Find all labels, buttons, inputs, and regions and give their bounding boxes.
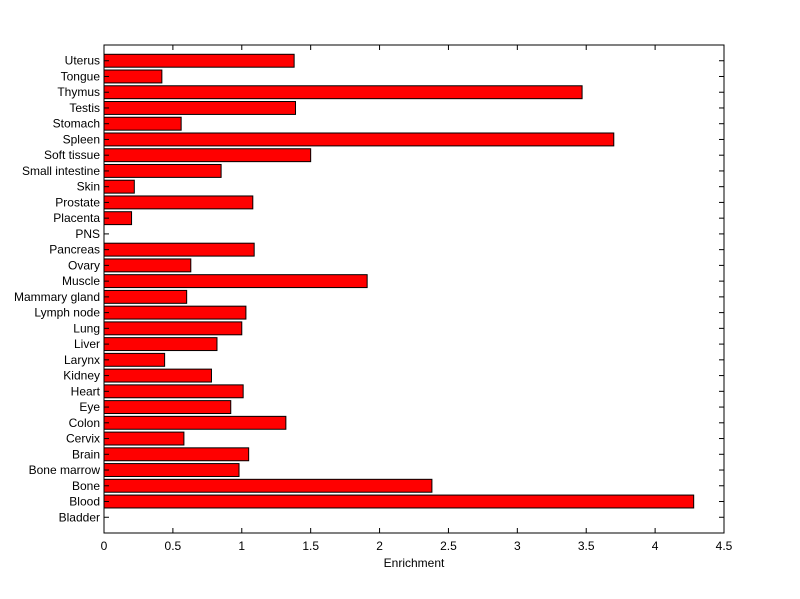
y-tick-label-eye: Eye [79, 400, 100, 414]
bar-mammary-gland [103, 289, 188, 304]
x-tick-label: 4.5 [716, 539, 733, 553]
y-tick-label-spleen: Spleen [63, 132, 100, 146]
y-tick-label-muscle: Muscle [62, 274, 100, 288]
y-tick-label-pancreas: Pancreas [49, 243, 100, 257]
x-tick-label: 0.5 [165, 539, 182, 553]
bar-muscle [103, 274, 368, 289]
bar-thymus [103, 85, 583, 100]
y-tick-label-mammary-gland: Mammary gland [14, 290, 100, 304]
x-tick-label: 1 [238, 539, 245, 553]
bar-testis [103, 101, 297, 115]
y-tick-label-cervix: Cervix [66, 432, 100, 446]
bar-small-intestine [103, 163, 222, 178]
bar-eye [103, 400, 232, 415]
y-tick-label-tongue: Tongue [61, 69, 101, 83]
y-tick-label-ovary: Ovary [68, 258, 100, 272]
y-tick-label-soft-tissue: Soft tissue [44, 148, 100, 162]
bar-larynx [103, 352, 166, 367]
bar-cervix [103, 431, 185, 446]
y-tick-label-skin: Skin [77, 180, 100, 194]
plot-frame [103, 44, 725, 534]
x-tick-label: 2 [376, 539, 383, 553]
y-tick-label-larynx: Larynx [64, 353, 100, 367]
x-tick-label: 0 [101, 539, 108, 553]
bar-prostate [103, 195, 254, 210]
bar-heart [103, 384, 244, 399]
x-tick-label: 3 [514, 539, 521, 553]
y-tick-label-kidney: Kidney [63, 369, 100, 383]
bar-tongue [103, 69, 163, 84]
bar-spleen [103, 132, 615, 147]
bar-bone [103, 478, 433, 493]
x-tick-label: 2.5 [440, 539, 457, 553]
y-tick-label-small-intestine: Small intestine [22, 164, 100, 178]
y-tick-label-bladder: Bladder [59, 510, 100, 524]
y-tick-label-lung: Lung [73, 321, 100, 335]
x-tick-label: 3.5 [578, 539, 595, 553]
y-tick-label-colon: Colon [69, 416, 100, 430]
y-tick-label-stomach: Stomach [53, 117, 100, 131]
bar-brain [103, 447, 250, 462]
bar-kidney [103, 368, 212, 383]
y-tick-label-heart: Heart [71, 384, 101, 398]
y-tick-label-prostate: Prostate [55, 195, 100, 209]
bar-pancreas [103, 242, 255, 257]
y-tick-label-bone: Bone [72, 479, 100, 493]
y-tick-label-liver: Liver [74, 337, 100, 351]
bar-liver [103, 337, 218, 352]
y-tick-label-placenta: Placenta [53, 211, 100, 225]
y-tick-label-testis: Testis [69, 101, 100, 115]
bar-uterus [103, 53, 295, 68]
y-tick-label-uterus: Uterus [65, 54, 100, 68]
bar-ovary [103, 258, 192, 273]
y-tick-label-lymph-node: Lymph node [34, 306, 100, 320]
bar-soft-tissue [103, 148, 312, 163]
bar-lung [103, 321, 243, 336]
x-tick-label: 1.5 [302, 539, 319, 553]
y-tick-label-thymus: Thymus [57, 85, 100, 99]
bar-lymph-node [103, 305, 247, 320]
y-tick-label-pns: PNS [75, 227, 100, 241]
bar-blood [103, 494, 695, 509]
y-tick-label-blood: Blood [69, 495, 100, 509]
x-axis-label: Enrichment [384, 556, 445, 570]
y-tick-label-bone-marrow: Bone marrow [29, 463, 101, 477]
bar-stomach [103, 116, 182, 131]
bar-bone-marrow [103, 463, 240, 477]
y-tick-label-brain: Brain [72, 447, 100, 461]
x-tick-label: 4 [652, 539, 659, 553]
bar-colon [103, 415, 287, 430]
